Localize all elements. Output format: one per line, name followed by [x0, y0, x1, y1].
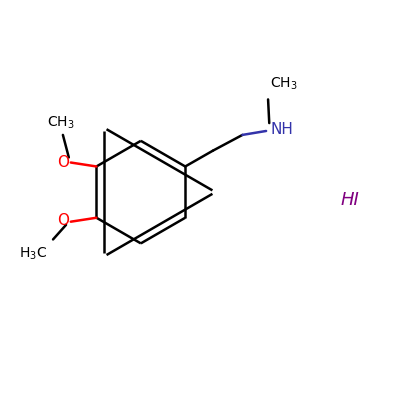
Text: CH$_3$: CH$_3$ [270, 75, 298, 92]
Text: CH$_3$: CH$_3$ [47, 114, 75, 131]
Text: O: O [57, 214, 69, 228]
Text: HI: HI [340, 191, 359, 209]
Text: H$_3$C: H$_3$C [19, 245, 47, 262]
Text: NH: NH [270, 122, 293, 137]
Text: O: O [57, 155, 69, 170]
